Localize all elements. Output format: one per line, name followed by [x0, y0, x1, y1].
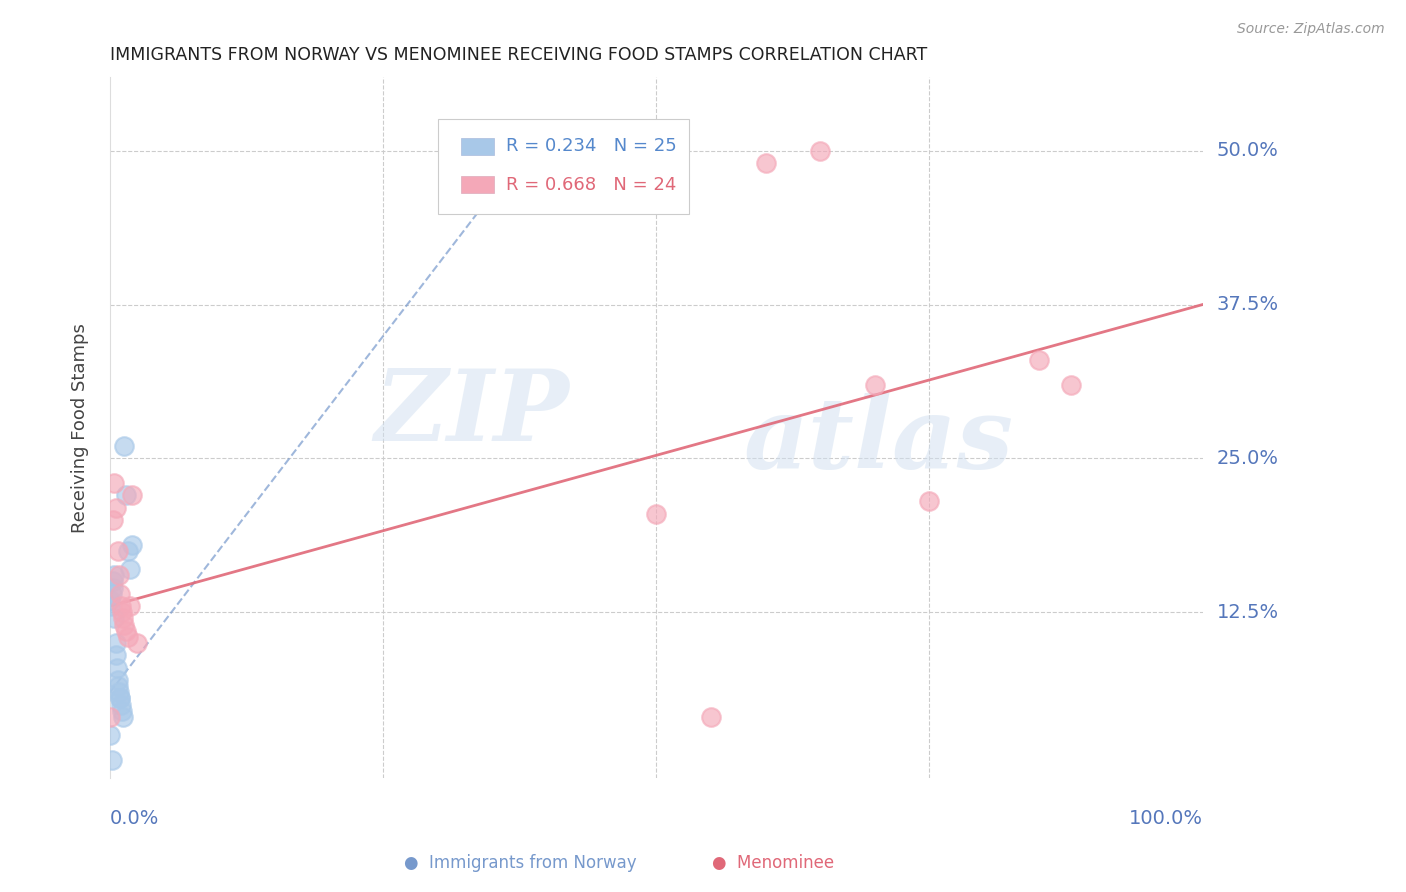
Point — [1060, 377, 1083, 392]
Point — [121, 537, 143, 551]
Point — [121, 488, 143, 502]
Point — [103, 574, 125, 589]
Point — [111, 605, 134, 619]
Point — [112, 439, 135, 453]
Point — [101, 587, 124, 601]
Text: IMMIGRANTS FROM NORWAY VS MENOMINEE RECEIVING FOOD STAMPS CORRELATION CHART: IMMIGRANTS FROM NORWAY VS MENOMINEE RECE… — [110, 46, 928, 64]
Point — [115, 488, 138, 502]
Point — [118, 562, 141, 576]
FancyBboxPatch shape — [461, 177, 494, 194]
Text: 12.5%: 12.5% — [1216, 603, 1278, 622]
Point — [645, 507, 668, 521]
FancyBboxPatch shape — [437, 119, 689, 214]
Point — [110, 599, 132, 613]
Point — [700, 710, 723, 724]
Point — [98, 728, 121, 742]
Text: ●  Menominee: ● Menominee — [713, 854, 834, 871]
Point — [117, 543, 139, 558]
Point — [754, 156, 776, 170]
Point — [918, 494, 941, 508]
Point — [108, 691, 131, 706]
Point — [101, 753, 124, 767]
Point — [808, 144, 831, 158]
Text: 100.0%: 100.0% — [1129, 809, 1202, 828]
Text: 37.5%: 37.5% — [1216, 295, 1278, 314]
Y-axis label: Receiving Food Stamps: Receiving Food Stamps — [72, 323, 89, 533]
Point — [863, 377, 886, 392]
Point — [117, 630, 139, 644]
Point — [112, 617, 135, 632]
Point — [98, 593, 121, 607]
Point — [112, 710, 135, 724]
Point — [103, 475, 125, 490]
Text: Source: ZipAtlas.com: Source: ZipAtlas.com — [1237, 22, 1385, 37]
Point — [1028, 353, 1050, 368]
Point — [98, 599, 121, 613]
Point — [108, 685, 131, 699]
Point — [108, 568, 131, 582]
Point — [107, 679, 129, 693]
Point — [104, 636, 127, 650]
Point — [103, 581, 125, 595]
Point — [104, 500, 127, 515]
Point — [103, 513, 125, 527]
Text: 0.0%: 0.0% — [110, 809, 159, 828]
Point — [112, 611, 135, 625]
Text: 50.0%: 50.0% — [1216, 141, 1278, 161]
Text: ZIP: ZIP — [374, 366, 569, 462]
Point — [103, 568, 125, 582]
Point — [105, 660, 128, 674]
Point — [107, 673, 129, 687]
Point — [110, 698, 132, 712]
Point — [108, 587, 131, 601]
Point — [104, 648, 127, 663]
Text: R = 0.234   N = 25: R = 0.234 N = 25 — [506, 137, 676, 155]
Point — [111, 704, 134, 718]
FancyBboxPatch shape — [461, 138, 494, 154]
Point — [107, 543, 129, 558]
Text: atlas: atlas — [744, 393, 1014, 490]
Text: R = 0.668   N = 24: R = 0.668 N = 24 — [506, 176, 676, 194]
Text: ●  Immigrants from Norway: ● Immigrants from Norway — [404, 854, 637, 871]
Point — [127, 636, 149, 650]
Text: 25.0%: 25.0% — [1216, 449, 1278, 468]
Point — [118, 599, 141, 613]
Point — [108, 691, 131, 706]
Point — [115, 624, 138, 638]
Point — [103, 611, 125, 625]
Point — [98, 710, 121, 724]
